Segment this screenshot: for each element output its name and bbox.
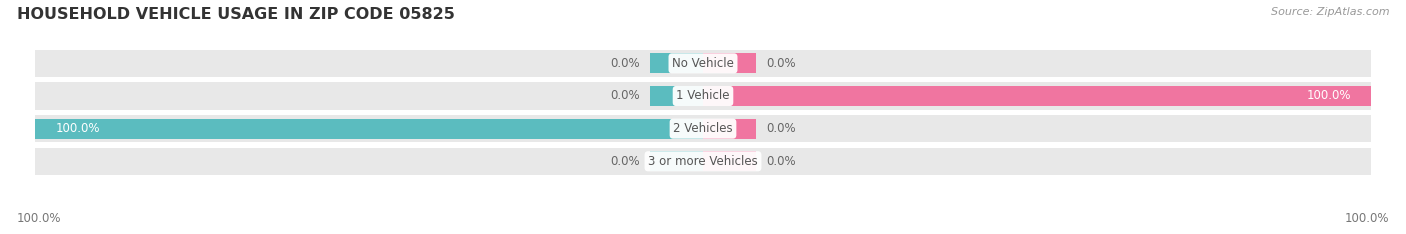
Bar [703, 151, 756, 172]
Bar [35, 115, 1371, 142]
Text: 0.0%: 0.0% [610, 89, 640, 102]
Text: 3 or more Vehicles: 3 or more Vehicles [648, 155, 758, 168]
Text: 2 Vehicles: 2 Vehicles [673, 122, 733, 135]
Text: HOUSEHOLD VEHICLE USAGE IN ZIP CODE 05825: HOUSEHOLD VEHICLE USAGE IN ZIP CODE 0582… [17, 7, 454, 22]
Text: 100.0%: 100.0% [55, 122, 100, 135]
Bar [650, 53, 703, 73]
Text: 0.0%: 0.0% [766, 57, 796, 70]
Bar [703, 119, 756, 139]
Bar [35, 50, 1371, 77]
Text: 100.0%: 100.0% [1344, 212, 1389, 225]
Text: 1 Vehicle: 1 Vehicle [676, 89, 730, 102]
Bar [35, 119, 703, 139]
Bar [703, 86, 1371, 106]
Bar [703, 53, 756, 73]
Bar [650, 151, 703, 172]
Text: No Vehicle: No Vehicle [672, 57, 734, 70]
Bar [35, 82, 1371, 110]
Text: 0.0%: 0.0% [766, 122, 796, 135]
Bar [650, 86, 703, 106]
Text: 0.0%: 0.0% [766, 155, 796, 168]
Text: 100.0%: 100.0% [17, 212, 62, 225]
Text: Source: ZipAtlas.com: Source: ZipAtlas.com [1271, 7, 1389, 17]
Bar [35, 148, 1371, 175]
Text: 0.0%: 0.0% [610, 155, 640, 168]
Text: 100.0%: 100.0% [1306, 89, 1351, 102]
Text: 0.0%: 0.0% [610, 57, 640, 70]
